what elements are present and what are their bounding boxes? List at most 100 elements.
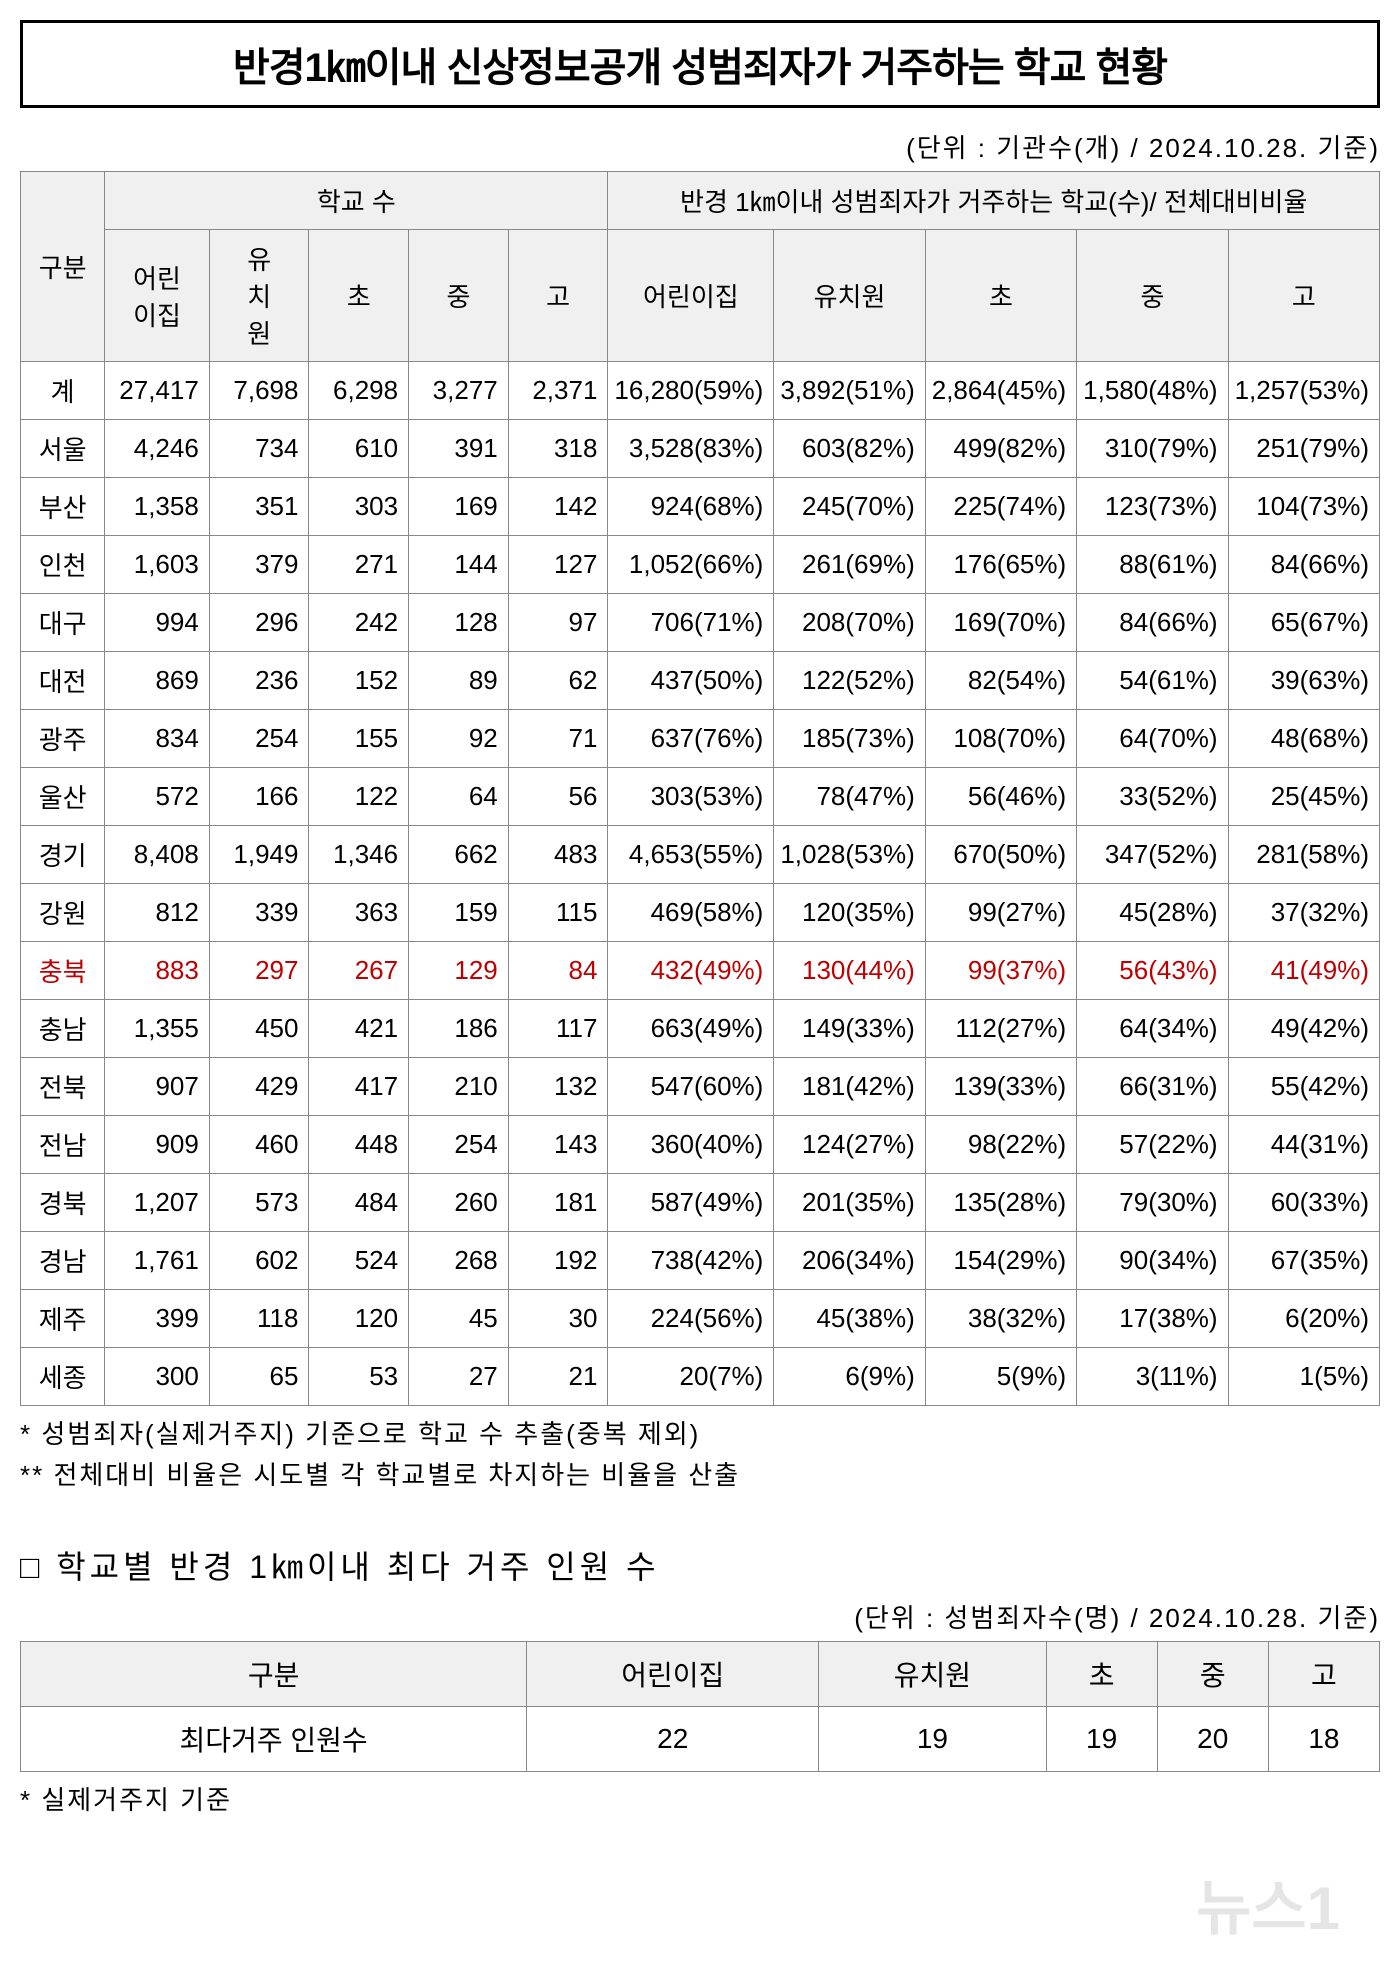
main-table: 구분 학교 수 반경 1㎞이내 성범죄자가 거주하는 학교(수)/ 전체대비비율… (20, 171, 1380, 1406)
data-cell: 185(73%) (774, 710, 925, 768)
t2-data-cell: 20 (1157, 1707, 1268, 1772)
data-cell: 6(9%) (774, 1348, 925, 1406)
data-cell: 64 (409, 768, 509, 826)
data-cell: 4,653(55%) (608, 826, 774, 884)
data-cell: 297 (209, 942, 309, 1000)
data-cell: 547(60%) (608, 1058, 774, 1116)
secondary-table-head-row: 구분어린이집유치원초중고 (21, 1642, 1380, 1707)
t2-data-cell: 19 (819, 1707, 1046, 1772)
data-cell: 17(38%) (1077, 1290, 1228, 1348)
data-cell: 1,603 (105, 536, 210, 594)
data-cell: 2,864(45%) (925, 362, 1076, 420)
data-cell: 5(9%) (925, 1348, 1076, 1406)
data-cell: 363 (309, 884, 409, 942)
section2-heading: □ 학교별 반경 1㎞이내 최다 거주 인원 수 (20, 1542, 1380, 1588)
t2-data-cell: 18 (1268, 1707, 1379, 1772)
data-cell: 130(44%) (774, 942, 925, 1000)
th-c2: 유 치 원 (209, 230, 309, 362)
th-c4: 중 (409, 230, 509, 362)
data-cell: 143 (508, 1116, 608, 1174)
data-cell: 4,246 (105, 420, 210, 478)
data-cell: 360(40%) (608, 1116, 774, 1174)
data-cell: 64(34%) (1077, 1000, 1228, 1058)
data-cell: 56(43%) (1077, 942, 1228, 1000)
data-cell: 149(33%) (774, 1000, 925, 1058)
table-row: 경남1,761602524268192738(42%)206(34%)154(2… (21, 1232, 1380, 1290)
data-cell: 123(73%) (1077, 478, 1228, 536)
data-cell: 296 (209, 594, 309, 652)
t2-header-cell: 중 (1157, 1642, 1268, 1707)
region-cell: 서울 (21, 420, 105, 478)
t2-header-cell: 구분 (21, 1642, 527, 1707)
region-cell: 강원 (21, 884, 105, 942)
data-cell: 1,580(48%) (1077, 362, 1228, 420)
th-group2: 반경 1㎞이내 성범죄자가 거주하는 학교(수)/ 전체대비비율 (608, 172, 1380, 230)
data-cell: 460 (209, 1116, 309, 1174)
data-cell: 573 (209, 1174, 309, 1232)
data-cell: 303 (309, 478, 409, 536)
data-cell: 115 (508, 884, 608, 942)
t2-header-cell: 유치원 (819, 1642, 1046, 1707)
data-cell: 2,371 (508, 362, 608, 420)
table-row: 울산5721661226456303(53%)78(47%)56(46%)33(… (21, 768, 1380, 826)
data-cell: 242 (309, 594, 409, 652)
data-cell: 429 (209, 1058, 309, 1116)
data-cell: 300 (105, 1348, 210, 1406)
data-cell: 37(32%) (1228, 884, 1379, 942)
data-cell: 483 (508, 826, 608, 884)
data-cell: 662 (409, 826, 509, 884)
data-cell: 41(49%) (1228, 942, 1379, 1000)
region-cell: 울산 (21, 768, 105, 826)
data-cell: 1,052(66%) (608, 536, 774, 594)
th-region: 구분 (21, 172, 105, 362)
data-cell: 339 (209, 884, 309, 942)
data-cell: 49(42%) (1228, 1000, 1379, 1058)
th-c3: 초 (309, 230, 409, 362)
region-cell: 경남 (21, 1232, 105, 1290)
data-cell: 909 (105, 1116, 210, 1174)
data-cell: 16,280(59%) (608, 362, 774, 420)
data-cell: 1,355 (105, 1000, 210, 1058)
data-cell: 176(65%) (925, 536, 1076, 594)
data-cell: 67(35%) (1228, 1232, 1379, 1290)
data-cell: 3,528(83%) (608, 420, 774, 478)
data-cell: 1,358 (105, 478, 210, 536)
data-cell: 144 (409, 536, 509, 594)
data-cell: 117 (508, 1000, 608, 1058)
data-cell: 127 (508, 536, 608, 594)
region-cell: 제주 (21, 1290, 105, 1348)
data-cell: 254 (409, 1116, 509, 1174)
data-cell: 65(67%) (1228, 594, 1379, 652)
data-cell: 208(70%) (774, 594, 925, 652)
t2-data-cell: 19 (1046, 1707, 1157, 1772)
table-row: 대구99429624212897706(71%)208(70%)169(70%)… (21, 594, 1380, 652)
t2-header-cell: 초 (1046, 1642, 1157, 1707)
data-cell: 6,298 (309, 362, 409, 420)
data-cell: 48(68%) (1228, 710, 1379, 768)
data-cell: 834 (105, 710, 210, 768)
data-cell: 883 (105, 942, 210, 1000)
data-cell: 448 (309, 1116, 409, 1174)
data-cell: 97 (508, 594, 608, 652)
data-cell: 421 (309, 1000, 409, 1058)
data-cell: 20(7%) (608, 1348, 774, 1406)
table-row: 대전8692361528962437(50%)122(52%)82(54%)54… (21, 652, 1380, 710)
data-cell: 268 (409, 1232, 509, 1290)
page-title-box: 반경1㎞이내 신상정보공개 성범죄자가 거주하는 학교 현황 (20, 20, 1380, 108)
data-cell: 610 (309, 420, 409, 478)
data-cell: 1,028(53%) (774, 826, 925, 884)
data-cell: 261(69%) (774, 536, 925, 594)
footnote-2: ** 전체대비 비율은 시도별 각 학교별로 차지하는 비율을 산출 (20, 1455, 1380, 1492)
region-cell: 경북 (21, 1174, 105, 1232)
data-cell: 122(52%) (774, 652, 925, 710)
th-group1: 학교 수 (105, 172, 608, 230)
data-cell: 499(82%) (925, 420, 1076, 478)
th-c9: 중 (1077, 230, 1228, 362)
data-cell: 84(66%) (1228, 536, 1379, 594)
unit-label-2: (단위 : 성범죄자수(명) / 2024.10.28. 기준) (20, 1598, 1380, 1635)
data-cell: 706(71%) (608, 594, 774, 652)
table-row: 부산1,358351303169142924(68%)245(70%)225(7… (21, 478, 1380, 536)
data-cell: 812 (105, 884, 210, 942)
region-cell: 충남 (21, 1000, 105, 1058)
table-row: 전남909460448254143360(40%)124(27%)98(22%)… (21, 1116, 1380, 1174)
